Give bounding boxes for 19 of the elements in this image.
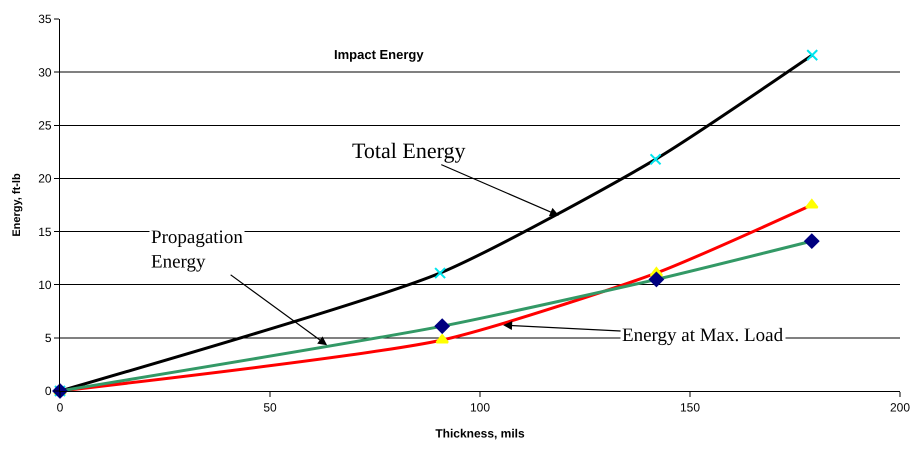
y-tick-label: 5: [44, 331, 52, 346]
x-tick-label: 50: [263, 400, 277, 414]
annotation: Energy at Max. Load: [622, 325, 784, 346]
annotation: Propagation Energy: [151, 227, 244, 273]
y-tick-label: 30: [38, 65, 52, 80]
x-tick-label: 100: [470, 400, 490, 414]
x-tick-label: 0: [56, 400, 64, 414]
y-tick-label: 25: [38, 118, 52, 132]
x-axis-title: Thickness, mils: [435, 426, 526, 440]
text: Impact Energy: [334, 47, 424, 62]
y-tick-label: 35: [38, 12, 52, 26]
annotation: Total Energy: [352, 138, 466, 163]
y-tick-label: 0: [44, 384, 52, 398]
x-tick-label: 150: [680, 400, 700, 414]
y-tick-label: 10: [38, 278, 52, 292]
y-axis-title: Energy, ft-lb: [10, 173, 23, 237]
x-tick-label: 200: [890, 400, 910, 414]
y-tick-label: 15: [38, 224, 52, 239]
y-tick-label: 20: [38, 172, 52, 186]
